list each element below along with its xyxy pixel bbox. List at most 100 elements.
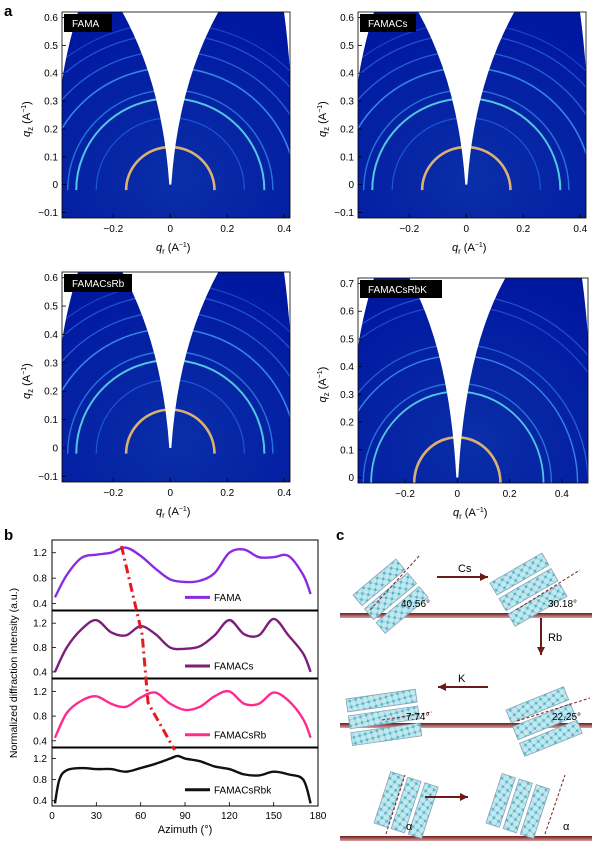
x-tick-label: 0.4 — [573, 224, 587, 235]
y-axis-units-close: ) — [317, 367, 329, 371]
arrow-head — [537, 647, 545, 655]
lattice-block — [519, 784, 551, 839]
x-axis-units: (A — [168, 242, 180, 254]
x-tick-label: 0.2 — [220, 224, 234, 235]
x-axis-sub: r — [459, 512, 462, 521]
substrate — [340, 836, 592, 841]
y-axis-sub: z — [26, 127, 35, 131]
y-tick-label: 0.3 — [44, 358, 58, 369]
y-axis-sub: z — [26, 389, 35, 393]
y-tick-label: 0.6 — [340, 13, 354, 24]
y-tick-label: 0.2 — [340, 418, 354, 429]
x-tick-label: −0.2 — [395, 489, 415, 500]
y-tick-label: 0 — [348, 473, 354, 484]
lattice-block — [485, 773, 516, 828]
x-axis-sub: r — [458, 247, 461, 256]
legend-label: FAMACsRbk — [214, 785, 272, 796]
x-axis-q: q — [156, 242, 163, 254]
y-axis-q: q — [317, 396, 329, 403]
x-tick-label: −0.2 — [399, 224, 419, 235]
y-axis-q: q — [21, 130, 33, 137]
cation-label: Cs — [458, 563, 472, 575]
y-tick-label: 0.5 — [340, 334, 354, 345]
angle-label: 40.56° — [401, 599, 430, 610]
panel-label-a: a — [4, 3, 13, 20]
arrow-head — [438, 683, 446, 691]
x-tick-label: 0 — [49, 811, 55, 822]
y-tick-label: 0.4 — [33, 736, 47, 747]
sample-label: FAMACsRbK — [368, 285, 427, 296]
x-tick-label: 60 — [135, 811, 147, 822]
panel-label-c: c — [336, 527, 344, 544]
lattice-block — [390, 776, 422, 834]
legend-label: FAMA — [214, 593, 242, 604]
y-tick-label: 1.2 — [33, 548, 47, 559]
y-tick-label: 0.5 — [340, 41, 354, 52]
y-axis-units-sup: −1 — [21, 367, 28, 375]
missing-wedge — [122, 272, 219, 448]
x-axis-label: qr (A−1) — [452, 242, 486, 256]
legend-label: FAMACsRb — [214, 730, 267, 741]
y-axis-label: qz (A−1) — [317, 101, 331, 137]
sample-label-box: FAMACs — [360, 14, 416, 32]
y-tick-label: 0.3 — [340, 390, 354, 401]
x-axis-label: qr (A−1) — [156, 242, 190, 256]
x-axis-sub: r — [162, 511, 165, 520]
y-axis-label: qz (A−1) — [21, 101, 35, 137]
series-strip: 1.2 0.8 0.4 FAMACsRb — [33, 678, 319, 748]
y-tick-label: 0.6 — [340, 307, 354, 318]
y-axis-title: Normalized diffraction intensity (a.u.) — [8, 588, 20, 758]
x-tick-label: 0.4 — [277, 488, 291, 499]
x-tick-label: 0 — [168, 224, 174, 235]
y-tick-label: 0.6 — [44, 13, 58, 24]
lattice-block — [512, 702, 576, 741]
x-axis-units-close: ) — [187, 506, 191, 518]
sample-label: FAMACs — [368, 19, 407, 30]
x-axis-q: q — [156, 506, 163, 518]
y-tick-label: 0.8 — [33, 574, 47, 585]
y-tick-label: 0.6 — [44, 273, 58, 284]
sample-label-background — [360, 280, 442, 298]
giwaxs-panel: FAMACsRbK 0.7 0.6 0.5 0.4 0.3 0.2 0.1 0 −0.2 0 0.2 0… — [317, 277, 589, 521]
x-axis-label: qr (A−1) — [453, 507, 487, 521]
axes-frame — [61, 271, 291, 483]
sample-label: FAMA — [72, 19, 100, 30]
x-tick-label: 0.2 — [516, 224, 530, 235]
panel-label-b: b — [4, 527, 13, 544]
y-tick-label: 0.8 — [33, 712, 47, 723]
y-tick-label: 1.2 — [33, 687, 47, 698]
y-tick-label: 0.4 — [44, 69, 58, 80]
sample-label-background — [64, 274, 132, 292]
lattice-block — [505, 686, 570, 724]
y-axis-units: (A — [21, 112, 33, 124]
y-tick-label: 0.4 — [33, 599, 47, 610]
sample-label-box: FAMACsRbK — [360, 280, 442, 298]
axes-frame — [61, 11, 291, 219]
lattice-block — [373, 771, 405, 828]
x-axis-q: q — [453, 507, 460, 519]
detector-edge — [582, 278, 588, 338]
y-tick-label: 0 — [348, 180, 354, 191]
angle-label: 7.74° — [406, 712, 429, 723]
y-tick-label: 0.3 — [44, 97, 58, 108]
lattice-block — [498, 568, 559, 612]
perovskite-crystal — [345, 688, 423, 746]
y-tick-label: −0.1 — [334, 208, 354, 219]
orientation-guide — [515, 569, 581, 611]
x-tick-label: 120 — [221, 811, 238, 822]
y-axis-q: q — [21, 392, 33, 399]
angle-label: 22.25° — [552, 712, 581, 723]
x-tick-label: 0 — [455, 489, 461, 500]
detector-edge — [284, 12, 290, 72]
lattice-block — [350, 722, 423, 746]
y-tick-label: 0.1 — [44, 415, 58, 426]
x-tick-label: 150 — [265, 811, 282, 822]
x-tick-label: 0.2 — [503, 489, 517, 500]
x-tick-label: −0.2 — [103, 224, 123, 235]
lattice-block — [489, 552, 550, 596]
lattice-block — [502, 778, 534, 834]
x-axis-units-close: ) — [483, 242, 487, 254]
substrate — [340, 723, 592, 728]
